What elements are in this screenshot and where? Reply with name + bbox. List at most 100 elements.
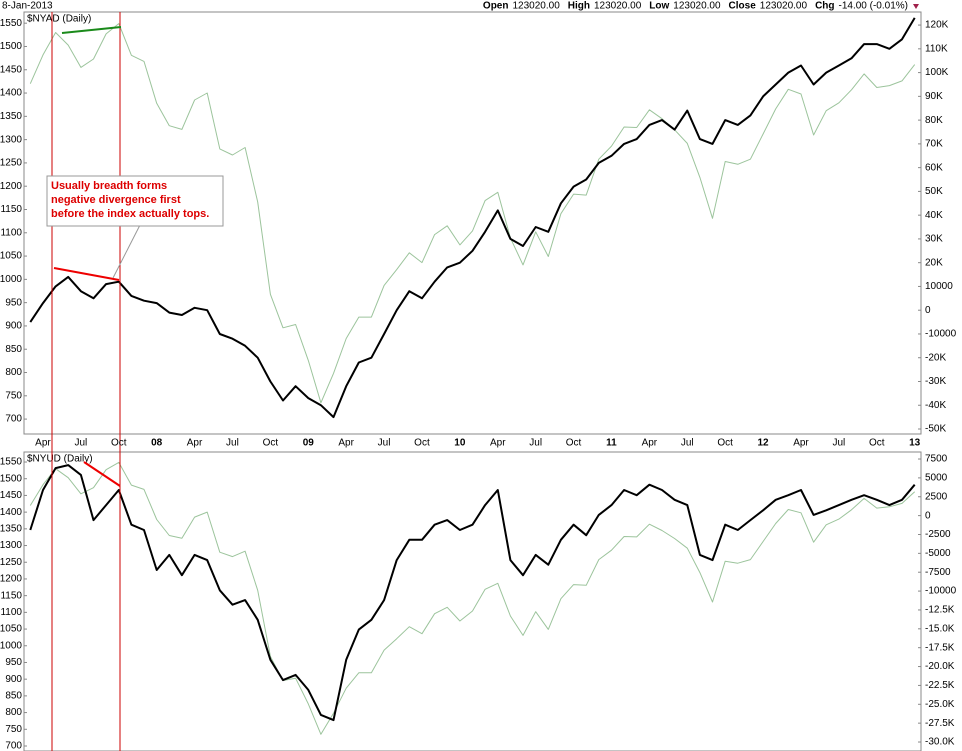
y-tick-label: 1500 (0, 41, 22, 52)
header-value: 123020.00 (512, 1, 560, 12)
x-tick-label: Apr (793, 438, 809, 449)
callout-text: negative divergence first (51, 194, 181, 206)
x-tick-label: Jul (74, 438, 87, 449)
callout-pointer (112, 224, 141, 279)
y2-tick-label: 30K (925, 234, 943, 245)
y-tick-label: 850 (5, 691, 22, 702)
y2-tick-label: 10000 (925, 281, 953, 292)
series-line (29, 464, 916, 722)
y-tick-label: 1500 (0, 473, 22, 484)
panel-frame (23, 11, 922, 435)
y-tick-label: 1300 (0, 134, 22, 145)
x-tick-label: Apr (35, 438, 51, 449)
y-tick-label: 1550 (0, 18, 22, 29)
header-date: 8-Jan-2013 (2, 1, 53, 12)
x-tick-label: Oct (414, 438, 430, 449)
trend-line (83, 461, 121, 487)
header-value: 123020.00 (673, 1, 721, 12)
x-tick-label: Apr (490, 438, 506, 449)
y-tick-label: 1050 (0, 624, 22, 635)
callout-text: Usually breadth forms (51, 180, 167, 192)
y-tick-label: 1100 (0, 607, 22, 618)
y-tick-label: 750 (5, 724, 22, 735)
x-tick-label: Jul (226, 438, 239, 449)
series-line (29, 461, 916, 735)
y-tick-label: 1200 (0, 574, 22, 585)
trend-line (53, 267, 120, 281)
y-tick-label: 800 (5, 367, 22, 378)
y2-tick-label: -10000 (925, 329, 957, 340)
y-tick-label: 1350 (0, 523, 22, 534)
plots (29, 17, 916, 735)
y2-tick-label: -20.0K (925, 661, 955, 672)
y2-tick-label: -2500 (925, 529, 951, 540)
header-value: -14.00 (-0.01%) (839, 1, 908, 12)
y-tick-label: 900 (5, 321, 22, 332)
x-tick-label: 09 (303, 438, 315, 449)
x-tick-label: 13 (909, 438, 921, 449)
y2-tick-label: -12.5K (925, 605, 955, 616)
x-tick-label: Jul (378, 438, 391, 449)
y2-tick-label: -27.5K (925, 718, 955, 729)
callout: Usually breadth forms negative divergenc… (46, 175, 224, 279)
y-tick-label: 1400 (0, 88, 22, 99)
y2-tick-label: -7500 (925, 567, 951, 578)
y2-tick-label: 20K (925, 257, 943, 268)
y2-tick-label: -50K (925, 424, 946, 435)
y-tick-label: 1000 (0, 274, 22, 285)
y2-tick-label: 80K (925, 115, 943, 126)
trend-line (61, 26, 122, 34)
series-line (29, 17, 916, 419)
x-tick-label: Oct (566, 438, 582, 449)
y-tick-label: 1350 (0, 111, 22, 122)
callout-box (46, 175, 224, 227)
y-tick-label: 700 (5, 414, 22, 425)
y2-tick-label: 120K (925, 20, 949, 31)
y2-tick-label: -25.0K (925, 699, 955, 710)
header-label: High (568, 1, 590, 12)
header-value: 123020.00 (594, 1, 642, 12)
y-tick-label: 1550 (0, 457, 22, 468)
y2-tick-label: 5000 (925, 473, 948, 484)
y-tick-label: 1000 (0, 640, 22, 651)
y-tick-label: 1250 (0, 557, 22, 568)
header-value: 123020.00 (760, 1, 808, 12)
y-tick-label: 1400 (0, 507, 22, 518)
y-tick-label: 1150 (0, 204, 22, 215)
y2-tick-label: -5000 (925, 548, 951, 559)
y-tick-label: 800 (5, 707, 22, 718)
x-tick-label: Oct (263, 438, 279, 449)
y2-tick-label: -30.0K (925, 737, 955, 748)
y2-tick-label: -20K (925, 352, 946, 363)
panel-title: $NYAD (Daily) (27, 14, 91, 25)
y2-tick-label: 100K (925, 67, 949, 78)
header-label: Close (729, 1, 757, 12)
y2-tick-label: 40K (925, 210, 943, 221)
y-tick-label: 1300 (0, 540, 22, 551)
y-tick-label: 1150 (0, 590, 22, 601)
y2-tick-label: 7500 (925, 454, 948, 465)
y-tick-label: 1100 (0, 227, 22, 238)
x-tick-label: Apr (187, 438, 203, 449)
x-tick-label: Jul (832, 438, 845, 449)
y2-tick-label: 50K (925, 186, 943, 197)
panel-title: $NYUD (Daily) (27, 454, 93, 465)
x-tick-label: 08 (151, 438, 163, 449)
y2-tick-label: -22.5K (925, 680, 955, 691)
y2-tick-label: 2500 (925, 491, 948, 502)
y2-tick-label: -30K (925, 376, 946, 387)
y2-tick-label: 70K (925, 139, 943, 150)
y-tick-label: 1450 (0, 64, 22, 75)
x-tick-label: Apr (338, 438, 354, 449)
annotation-lines (51, 12, 122, 751)
y-tick-label: 950 (5, 297, 22, 308)
y2-tick-label: 60K (925, 162, 943, 173)
y2-tick-label: 110K (925, 43, 948, 54)
header-label: Open (483, 1, 509, 12)
panel-frame (23, 451, 922, 751)
y-tick-label: 1050 (0, 251, 22, 262)
x-tick-label: Oct (111, 438, 127, 449)
y-tick-label: 750 (5, 390, 22, 401)
